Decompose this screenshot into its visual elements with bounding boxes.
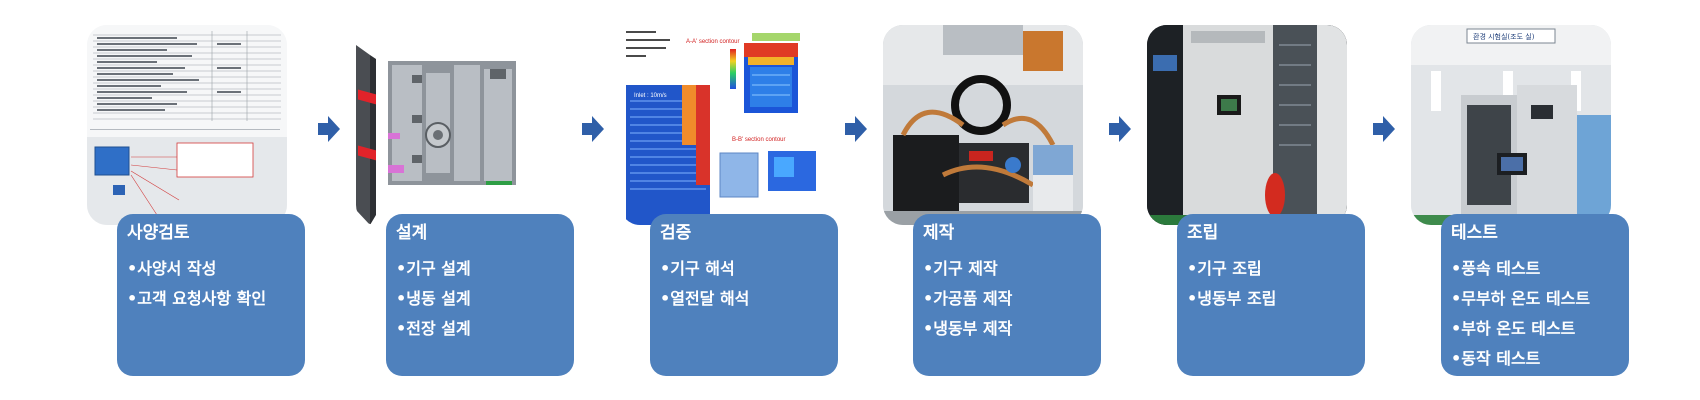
step-card-design: 설계 •기구 설계 •냉동 설계 •전장 설계 [386, 214, 574, 376]
step-title: 제작 [923, 223, 955, 243]
step-item: •기구 설계 [396, 259, 471, 278]
step-item: •기구 제작 [923, 259, 998, 278]
section-b-label: B-B' section contour [732, 137, 786, 143]
step-item: •기구 조립 [1187, 259, 1262, 278]
spec-document-image [87, 25, 287, 225]
step-item: •부하 온도 테스트 [1451, 319, 1576, 338]
step-item: •고객 요청사항 확인 [127, 289, 267, 308]
step-title: 사양검토 [127, 223, 190, 243]
step-card-spec-review: 사양검토 •사양서 작성 •고객 요청사항 확인 [117, 214, 305, 376]
step-item: •무부하 온도 테스트 [1451, 289, 1591, 308]
test-chamber-photo: 환경 시험실(조도 실) [1411, 25, 1611, 225]
step-item: •가공품 제작 [923, 289, 1013, 308]
step-item: •열전달 해석 [660, 289, 750, 308]
step-title: 조립 [1187, 223, 1219, 243]
step-item: •풍속 테스트 [1451, 259, 1541, 278]
lab-sign-label: 환경 시험실(조도 실) [1473, 32, 1535, 41]
step-item: •냉동부 제작 [923, 319, 1013, 338]
step-card-test: 테스트 •풍속 테스트 •무부하 온도 테스트 •부하 온도 테스트 •동작 테… [1441, 214, 1629, 376]
step-item: •전장 설계 [396, 319, 471, 338]
simulation-contour-image: A-A' section contour Inlet : 10m/s B-B' … [620, 25, 820, 225]
cabinet-assembly-photo [1147, 25, 1347, 225]
step-card-assembly: 조립 •기구 조립 •냉동부 조립 [1177, 214, 1365, 376]
inlet-label: Inlet : 10m/s [634, 93, 667, 99]
refrigeration-unit-photo [883, 25, 1083, 225]
step-title: 설계 [396, 223, 428, 243]
step-item: •사양서 작성 [127, 259, 217, 278]
step-item: •동작 테스트 [1451, 349, 1541, 368]
step-item: •기구 해석 [660, 259, 735, 278]
step-card-manufacturing: 제작 •기구 제작 •가공품 제작 •냉동부 제작 [913, 214, 1101, 376]
step-title: 테스트 [1451, 223, 1498, 243]
step-item: •냉동부 조립 [1187, 289, 1277, 308]
section-a-label: A-A' section contour [686, 39, 740, 45]
step-item: •냉동 설계 [396, 289, 471, 308]
step-card-verification: 검증 •기구 해석 •열전달 해석 [650, 214, 838, 376]
cad-design-image [356, 25, 556, 225]
step-title: 검증 [660, 223, 692, 243]
